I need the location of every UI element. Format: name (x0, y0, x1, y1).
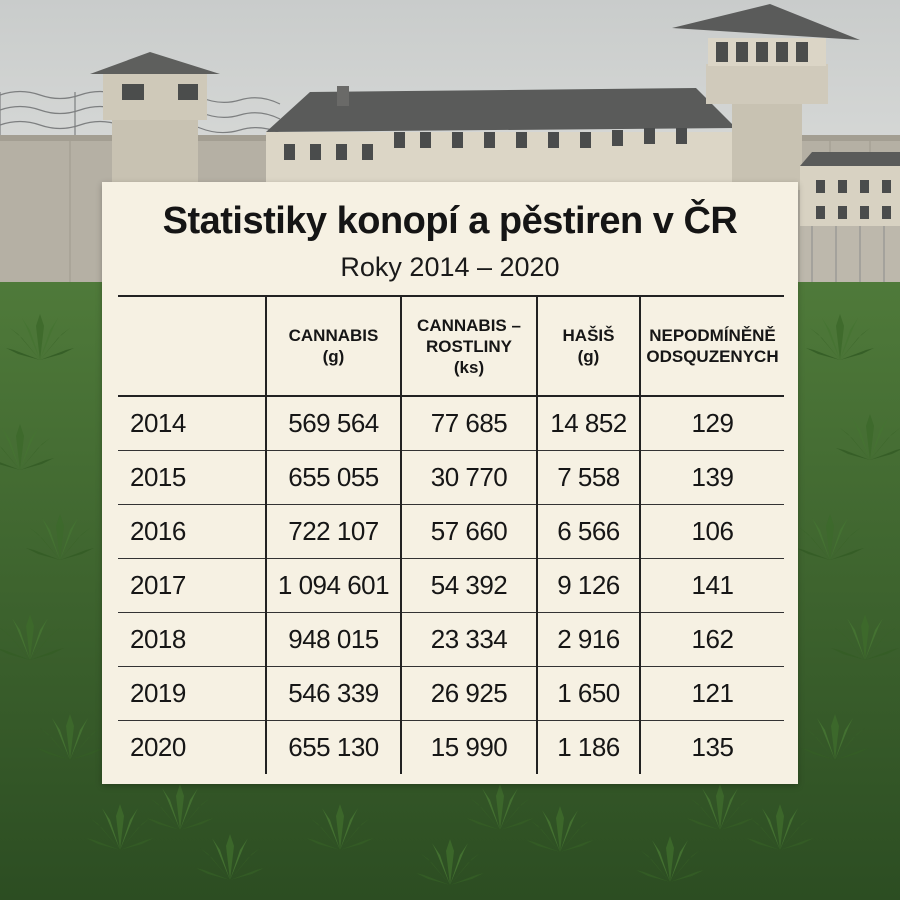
cell-sentenced: 139 (639, 449, 784, 504)
statistics-panel: Statistiky konopí a pěstiren v ČR Roky 2… (102, 182, 798, 784)
cell-hasis: 6 566 (536, 503, 640, 558)
cell-plants: 26 925 (400, 665, 537, 720)
table-row: 2016 722 107 57 660 6 566 106 (118, 503, 784, 558)
header-cannabis: CANNABIS (g) (265, 295, 401, 397)
fence (800, 226, 900, 284)
header-cannabis-plants: CANNABIS – ROSTLINY (ks) (400, 295, 537, 397)
cell-hasis: 7 558 (536, 449, 640, 504)
panel-title: Statistiky konopí a pěstiren v ČR (162, 200, 738, 242)
header-sentenced: NEPODMÍNĚNĚ ODSQUZENYCH (639, 295, 784, 397)
cell-cannabis: 655 130 (265, 719, 401, 774)
cell-hasis: 2 916 (536, 611, 640, 666)
cell-cannabis: 546 339 (265, 665, 401, 720)
right-watchtower (672, 4, 860, 190)
cell-plants: 54 392 (400, 557, 537, 612)
header-year (118, 295, 266, 397)
cell-plants: 23 334 (400, 611, 537, 666)
cell-cannabis: 948 015 (265, 611, 401, 666)
cell-year: 2014 (130, 407, 186, 438)
cell-year: 2019 (118, 665, 266, 720)
cell-year: 2020 (118, 719, 266, 774)
table-row: 2020 655 130 15 990 1 186 135 (118, 719, 784, 774)
cell-cannabis: 1 094 601 (265, 557, 401, 612)
cell-plants: 77 685 (400, 396, 537, 450)
panel-subtitle: Roky 2014 – 2020 (340, 252, 560, 282)
cell-hasis: 9 126 (536, 557, 640, 612)
cell-year: 2018 (118, 611, 266, 666)
cell-sentenced: 129 (639, 396, 784, 450)
cell-sentenced: 162 (639, 611, 784, 666)
cell-sentenced: 135 (639, 719, 784, 774)
cell-hasis: 1 650 (536, 665, 640, 720)
left-watchtower (90, 52, 220, 188)
table-row: 2014 569 564 77 685 14 852 129 (118, 396, 784, 450)
cell-hasis: 1 186 (536, 719, 640, 774)
table-row: 2015 655 055 30 770 7 558 139 (118, 449, 784, 504)
cell-sentenced: 106 (639, 503, 784, 558)
table-row: 2018 948 015 23 334 2 916 162 (118, 611, 784, 666)
cell-hasis: 14 852 (536, 396, 640, 450)
table-row: 2017 1 094 601 54 392 9 126 141 (118, 557, 784, 612)
cell-plants: 30 770 (400, 449, 537, 504)
right-building (800, 152, 900, 226)
cell-plants: 15 990 (400, 719, 537, 774)
cell-year: 2016 (118, 503, 266, 558)
statistics-table: CANNABIS (g) CANNABIS – ROSTLINY (ks) HA… (118, 295, 784, 774)
cell-sentenced: 121 (639, 665, 784, 720)
cell-cannabis: 722 107 (265, 503, 401, 558)
table-header-row: CANNABIS (g) CANNABIS – ROSTLINY (ks) HA… (118, 295, 784, 397)
cell-year: 2015 (118, 449, 266, 504)
header-hasis: HAŠIŠ (g) (536, 295, 640, 397)
cell-cannabis: 655 055 (265, 449, 401, 504)
cell-year: 2017 (118, 557, 266, 612)
table-row: 2019 546 339 26 925 1 650 121 (118, 665, 784, 720)
cell-cannabis: 569 564 (265, 396, 401, 450)
cell-sentenced: 141 (639, 557, 784, 612)
cell-plants: 57 660 (400, 503, 537, 558)
